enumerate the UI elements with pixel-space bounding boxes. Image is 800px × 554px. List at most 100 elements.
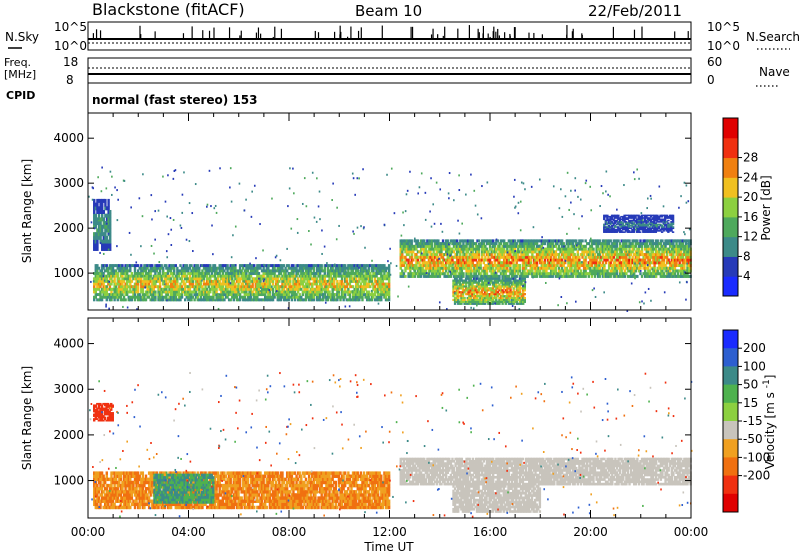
power-echo-cell [110,282,113,286]
power-echo-cell [625,244,628,248]
power-echo-cell [415,261,418,265]
power-echo-cell [537,244,540,248]
power-echo-cell [328,293,331,297]
power-echo-cell [559,261,562,265]
power-echo-cell [488,277,492,280]
power-echo-cell [625,258,628,262]
power-echo-cell [524,242,528,246]
power-echo-cell [482,293,485,296]
power-echo-cell [515,258,518,262]
power-echo-cell [471,287,474,290]
power-echo-cell [430,255,434,259]
power-echo-cell [210,282,214,286]
power-echo-cell [570,274,573,278]
power-echo-cell [205,266,209,270]
power-echo-cell [562,242,565,246]
power-echo-cell [407,239,410,243]
power-echo-cell [455,285,458,288]
power-echo-cell [502,263,506,267]
power-echo-cell [507,283,511,286]
power-echo-cell [453,300,457,303]
power-echo-cell [504,266,507,270]
power-echo-cell [383,272,386,275]
power-echo-cell [218,274,221,278]
power-echo-cell [498,300,501,303]
power-echo-cell [384,269,388,273]
power-echo-cell [518,291,522,294]
power-echo-cell [307,264,311,268]
power-echo-cell [282,287,286,291]
power-echo-cell [490,294,493,298]
power-echo-cell [205,295,209,299]
power-echo-cell [623,242,627,246]
power-echo-cell [670,272,674,276]
power-echo-cell [510,269,514,273]
power-echo-cell [683,266,686,270]
power-echo-cell [426,261,429,265]
power-echo-cell [173,295,176,299]
power-echo-cell [221,269,225,273]
power-echo-cell [446,242,449,246]
power-echo-cell [354,264,358,268]
power-echo-cell [344,287,347,291]
power-echo-cell [687,258,691,262]
power-echo-cell [215,272,218,275]
power-echo-cell [271,279,275,283]
power-echo-cell [452,289,455,292]
power-echo-cell [253,264,256,268]
power-echo-cell [351,285,355,289]
power-echo-cell [421,258,424,262]
power-echo-cell [182,264,185,268]
power-echo-cell [466,291,469,294]
power-echo-cell [274,274,278,278]
power-echo-cell [468,279,471,282]
power-echo-cell [493,269,496,273]
power-echo-cell [637,250,641,254]
power-echo-cell [304,274,308,278]
power-echo-cell [174,285,177,289]
power-echo-cell [521,242,525,246]
power-echo-cell [504,285,507,288]
power-echo-cell [504,269,507,273]
power-echo-cell [427,244,431,248]
power-echo-cell [606,253,609,257]
power-echo-cell [620,247,623,251]
power-echo-cell [127,264,130,268]
power-echo-cell [647,244,650,248]
power-echo-cell [465,247,468,251]
power-echo-cell [337,272,341,275]
power-echo-cell [457,279,460,282]
power-echo-cell [199,285,203,289]
power-echo-cell [457,263,460,267]
power-echo-cell [510,247,514,251]
power-echo-cell [573,255,576,259]
power-echo-cell [415,244,418,248]
power-echo-cell [575,272,578,276]
power-echo-cell [507,285,511,288]
power-echo-cell [595,272,598,276]
power-echo-cell [628,247,631,251]
power-echo-cell [476,283,479,286]
power-echo-cell [452,294,455,298]
power-echo-cell [314,279,317,283]
power-echo-cell [513,244,517,248]
power-echo-cell [507,302,511,305]
power-echo-cell [256,264,259,268]
power-echo-cell [471,242,475,246]
power-echo-cell [370,277,374,281]
power-echo-cell [213,293,217,297]
power-echo-cell [191,272,195,275]
power-echo-cell [573,258,576,262]
power-echo-cell [471,279,474,282]
power-echo-cell [295,272,298,275]
power-echo-cell [182,274,185,278]
power-echo-cell [157,285,160,289]
power-echo-cell [496,274,500,278]
power-echo-cell [501,300,504,303]
power-echo-cell [468,287,471,290]
power-echo-cell [358,272,361,275]
power-echo-cell [455,289,458,292]
power-echo-cell [268,264,272,268]
power-echo-cell [651,258,655,262]
power-echo-cell [534,263,537,267]
